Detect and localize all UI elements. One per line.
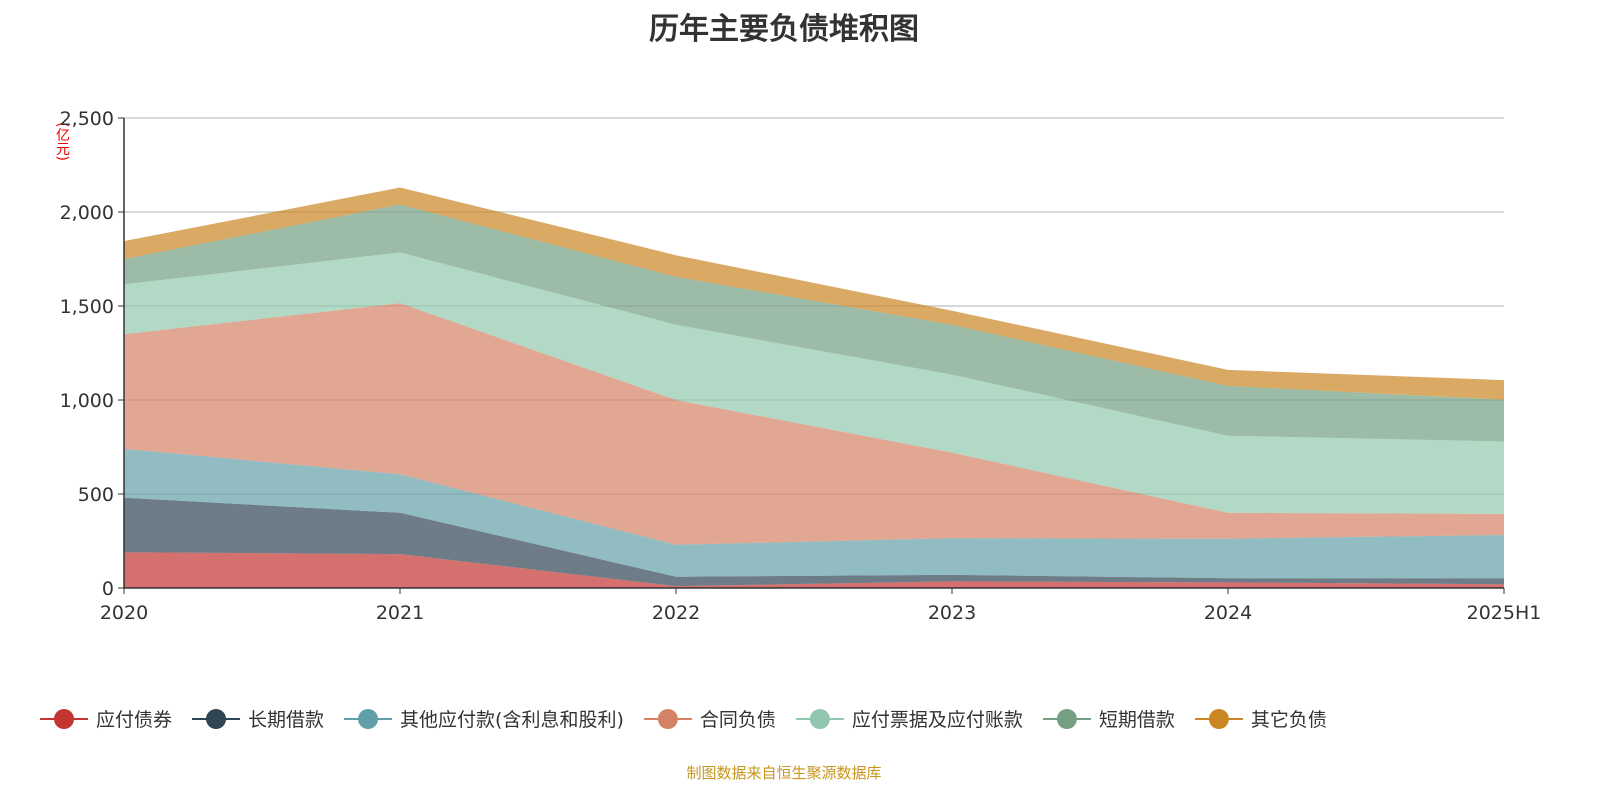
legend-marker (54, 709, 74, 729)
legend-marker (206, 709, 227, 729)
y-tick-label: 1,500 (60, 296, 114, 318)
legend-marker (657, 709, 678, 729)
y-axis-unit: (亿元) (54, 122, 70, 161)
legend-label: 应付债券 (96, 709, 172, 731)
legend-marker (809, 709, 830, 729)
x-tick-label: 2023 (928, 602, 976, 624)
legend-label: 应付票据及应付账款 (852, 709, 1023, 731)
legend-label: 其它负债 (1251, 709, 1327, 731)
y-tick-label: 2,000 (60, 202, 114, 224)
x-tick-label: 2021 (376, 602, 424, 624)
area-5 (124, 204, 1504, 442)
legend-marker (1208, 709, 1229, 729)
area-6 (124, 187, 1504, 400)
source-note: 制图数据来自恒生聚源数据库 (686, 764, 882, 782)
legend-marker (1056, 709, 1077, 729)
x-tick-label: 2024 (1204, 602, 1252, 624)
x-tick-label: 2025H1 (1467, 602, 1542, 624)
legend-label: 合同负债 (700, 709, 776, 731)
area-4 (124, 252, 1504, 514)
legend-marker (358, 709, 379, 729)
legend-label: 长期借款 (248, 709, 324, 731)
area-0 (124, 552, 1504, 588)
x-tick-label: 2020 (100, 602, 148, 624)
legend-label: 其他应付款(含利息和股利) (400, 709, 624, 731)
x-tick-label: 2022 (652, 602, 700, 624)
legend-label: 短期借款 (1099, 709, 1175, 731)
y-tick-label: 0 (102, 578, 114, 600)
area-2 (124, 448, 1504, 579)
y-tick-label: 500 (78, 484, 114, 506)
area-3 (124, 303, 1504, 545)
y-tick-label: 1,000 (60, 390, 114, 412)
y-tick-label: 2,500 (60, 108, 114, 130)
area-1 (124, 497, 1504, 587)
chart-title: 历年主要负债堆积图 (649, 12, 919, 47)
